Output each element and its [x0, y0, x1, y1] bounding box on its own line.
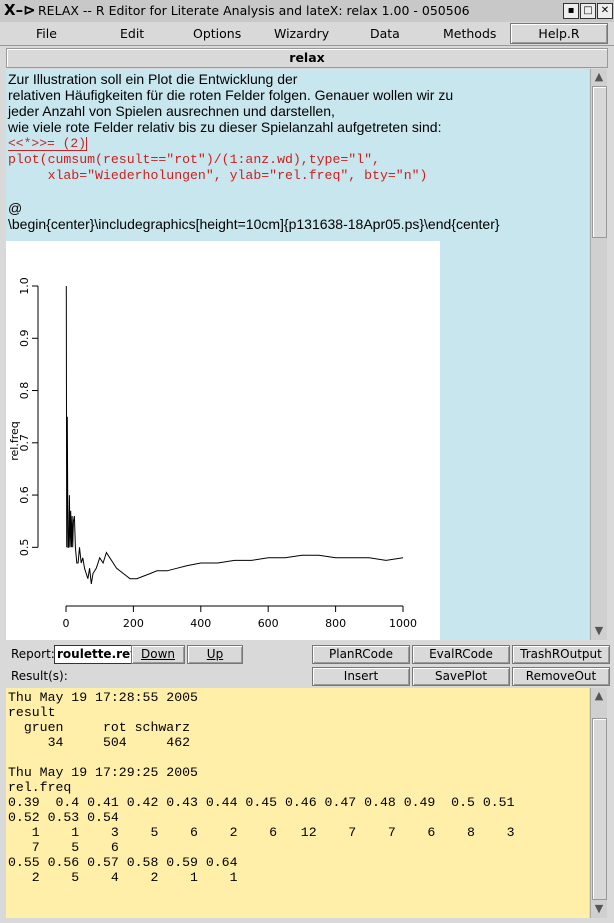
menu-methods[interactable]: Methods [443, 26, 497, 41]
result-output-area[interactable]: Thu May 19 17:28:55 2005 result gruen ro… [6, 688, 589, 918]
save-plot-button[interactable]: SavePlot [412, 667, 510, 686]
x-tick-label: 400 [190, 617, 211, 630]
report-name-field[interactable]: roulette.rev [54, 645, 138, 664]
y-axis-label: rel.freq [8, 421, 21, 461]
result-scroll-up-arrow-icon[interactable]: ▲ [594, 689, 604, 702]
result-scroll-thumb[interactable] [592, 718, 607, 900]
plan-r-code-button[interactable]: PlanRCode [312, 645, 410, 664]
code-line: xlab="Wiederholungen", ylab="rel.freq", … [8, 168, 428, 183]
menu-file[interactable]: File [36, 26, 57, 41]
trash-r-output-button[interactable]: TrashROutput [512, 645, 610, 664]
editor-text-line: Zur Illustration soll ein Plot die Entwi… [8, 71, 298, 87]
editor-text-line: wie viele rote Felder relativ bis zu die… [8, 119, 442, 135]
menu-bar: File Edit Options Wizardry Data Methods … [0, 22, 614, 46]
y-tick-label: 0.5 [18, 539, 31, 557]
y-tick-label: 1.0 [18, 277, 31, 295]
rel-freq-series-line [65, 285, 404, 584]
latex-include-line: \begin{center}\includegraphics[height=10… [8, 216, 500, 232]
menu-options[interactable]: Options [193, 26, 242, 41]
x-tick-label: 0 [63, 617, 70, 630]
result-scrollbar[interactable]: ▲ ▼ [590, 688, 607, 918]
results-label: Result(s): [11, 669, 68, 683]
insert-button[interactable]: Insert [312, 667, 410, 686]
editor-scrollbar[interactable]: ▲ ▼ [590, 69, 607, 640]
editor-text-line: relativen Häufigkeiten für die roten Fel… [8, 87, 454, 103]
x-tick-label: 200 [123, 617, 144, 630]
y-tick-label: 0.6 [18, 486, 31, 504]
minimize-button[interactable]: ▪ [563, 3, 579, 19]
scroll-down-arrow-icon[interactable]: ▼ [594, 624, 604, 637]
embedded-plot: 0.5 0.6 0.7 0.8 0.9 1.0 0 200 400 600 800 1000 rel.f… [6, 241, 440, 640]
result-output-text: Thu May 19 17:28:55 2005 result gruen ro… [8, 690, 515, 885]
eval-r-code-button[interactable]: EvalRCode [412, 645, 510, 664]
scroll-up-arrow-icon[interactable]: ▲ [594, 70, 604, 83]
maximize-button[interactable]: □ [580, 3, 596, 19]
editor-text-area[interactable]: Zur Illustration soll ein Plot die Entwi… [6, 69, 589, 640]
y-tick-label: 0.8 [18, 382, 31, 400]
x-tick-label: 1000 [389, 617, 417, 630]
editor-scroll-thumb[interactable] [592, 86, 607, 238]
close-button[interactable]: ✕ [597, 3, 613, 19]
result-scroll-down-arrow-icon[interactable]: ▼ [594, 902, 604, 915]
down-button[interactable]: Down [131, 645, 185, 664]
menu-data[interactable]: Data [370, 26, 400, 41]
title-bar[interactable]: X–⊳ RELAX -- R Editor for Literate Analy… [0, 0, 614, 23]
up-button-label: Up [206, 647, 224, 661]
code-chunk-header: <<*>>= (2) [8, 136, 88, 151]
x-tick-label: 600 [258, 617, 279, 630]
editor-text-line: jeder Anzahl von Spielen ausrechnen und … [8, 103, 335, 119]
up-button[interactable]: Up [187, 645, 243, 664]
document-label-bar: relax [0, 46, 614, 68]
help-r-button[interactable]: Help.R [510, 23, 608, 44]
y-tick-label: 0.9 [18, 330, 31, 348]
report-label: Report: [11, 647, 55, 661]
remove-out-button[interactable]: RemoveOut [512, 667, 610, 686]
document-name: relax [6, 48, 608, 68]
x-logo-icon: X–⊳ [4, 1, 36, 19]
x-tick-label: 800 [325, 617, 346, 630]
menu-edit[interactable]: Edit [120, 26, 145, 41]
window-title: RELAX -- R Editor for Literate Analysis … [38, 3, 470, 18]
code-line: plot(cumsum(result=="rot")/(1:anz.wd),ty… [8, 152, 380, 167]
menu-wizardry[interactable]: Wizardry [274, 26, 330, 41]
down-button-label: Down [140, 647, 175, 661]
plot-svg: 0.5 0.6 0.7 0.8 0.9 1.0 0 200 400 600 800 1000 rel.f… [8, 277, 417, 630]
y-tick-label: 0.7 [18, 434, 31, 452]
chunk-end-marker: @ [8, 200, 23, 216]
